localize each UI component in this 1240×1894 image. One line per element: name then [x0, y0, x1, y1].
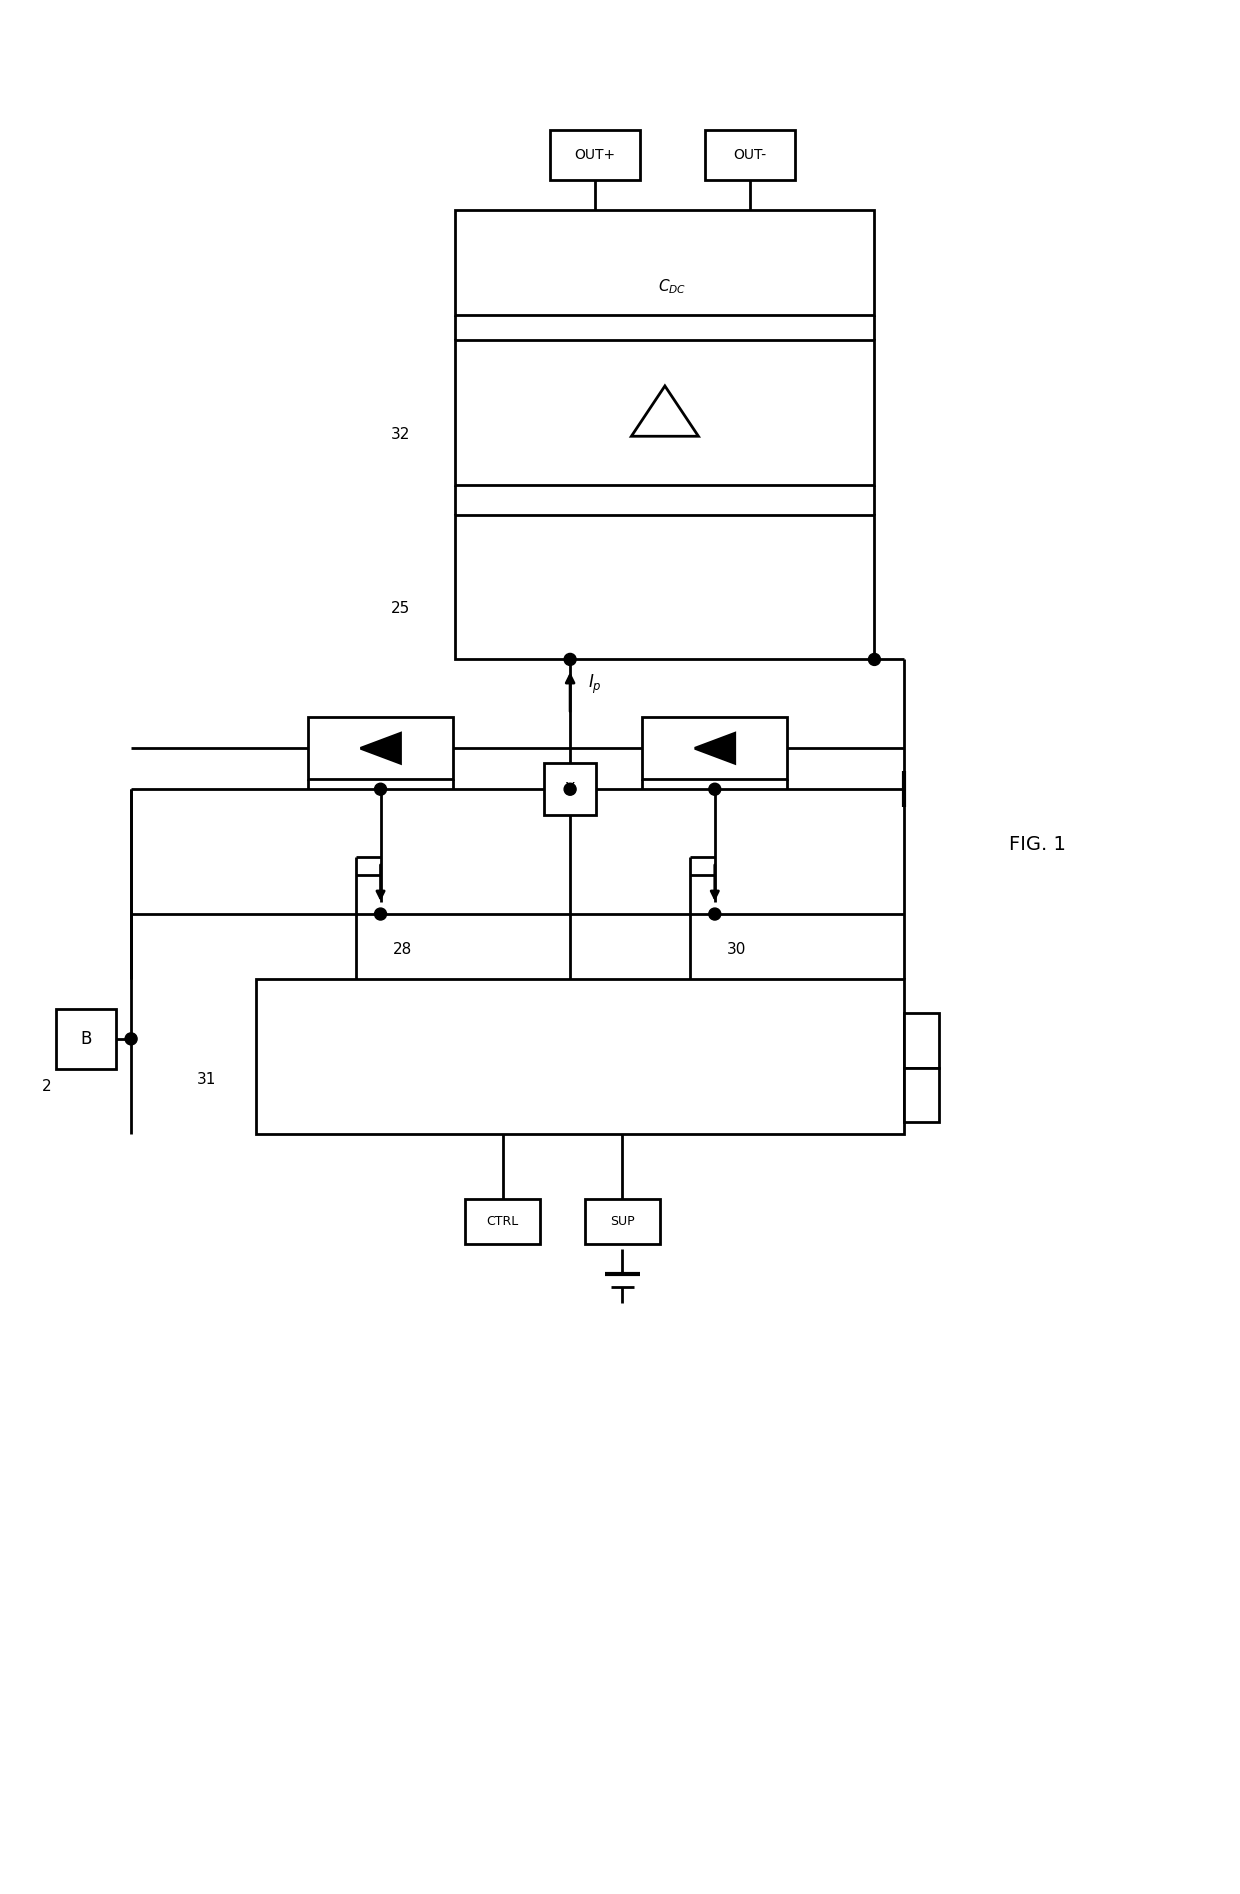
Text: 25: 25 — [392, 600, 410, 616]
Bar — [551, 131, 640, 180]
Text: CTRL: CTRL — [486, 1214, 518, 1227]
Text: 32: 32 — [391, 426, 410, 441]
Text: OUT+: OUT+ — [574, 148, 615, 163]
Circle shape — [374, 907, 387, 920]
Circle shape — [709, 907, 720, 920]
Bar — [585, 1199, 660, 1244]
Text: X: X — [565, 782, 575, 797]
Bar — [455, 210, 874, 314]
Circle shape — [374, 784, 387, 795]
Bar — [544, 763, 596, 814]
Bar — [455, 515, 874, 659]
Text: $C_{DC}$: $C_{DC}$ — [658, 278, 687, 295]
Text: $I_p$: $I_p$ — [588, 672, 601, 695]
Text: 30: 30 — [727, 941, 746, 956]
Text: B: B — [81, 1030, 92, 1047]
Bar — [309, 718, 453, 778]
Circle shape — [564, 653, 577, 665]
Bar — [56, 1010, 117, 1068]
Polygon shape — [361, 733, 401, 763]
Bar — [904, 1068, 939, 1123]
Text: OUT-: OUT- — [733, 148, 766, 163]
Bar — [455, 339, 874, 485]
Circle shape — [868, 653, 880, 665]
Circle shape — [564, 784, 577, 795]
Text: 28: 28 — [393, 941, 412, 956]
Bar — [255, 979, 904, 1135]
Bar — [465, 1199, 541, 1244]
Circle shape — [125, 1032, 138, 1045]
Circle shape — [709, 784, 720, 795]
Bar — [642, 718, 787, 778]
Polygon shape — [694, 733, 735, 763]
Text: SUP: SUP — [610, 1214, 635, 1227]
Bar — [904, 1013, 939, 1068]
Text: 31: 31 — [196, 1072, 216, 1087]
Text: FIG. 1: FIG. 1 — [1009, 835, 1066, 854]
Bar — [704, 131, 795, 180]
Text: 2: 2 — [42, 1080, 51, 1095]
